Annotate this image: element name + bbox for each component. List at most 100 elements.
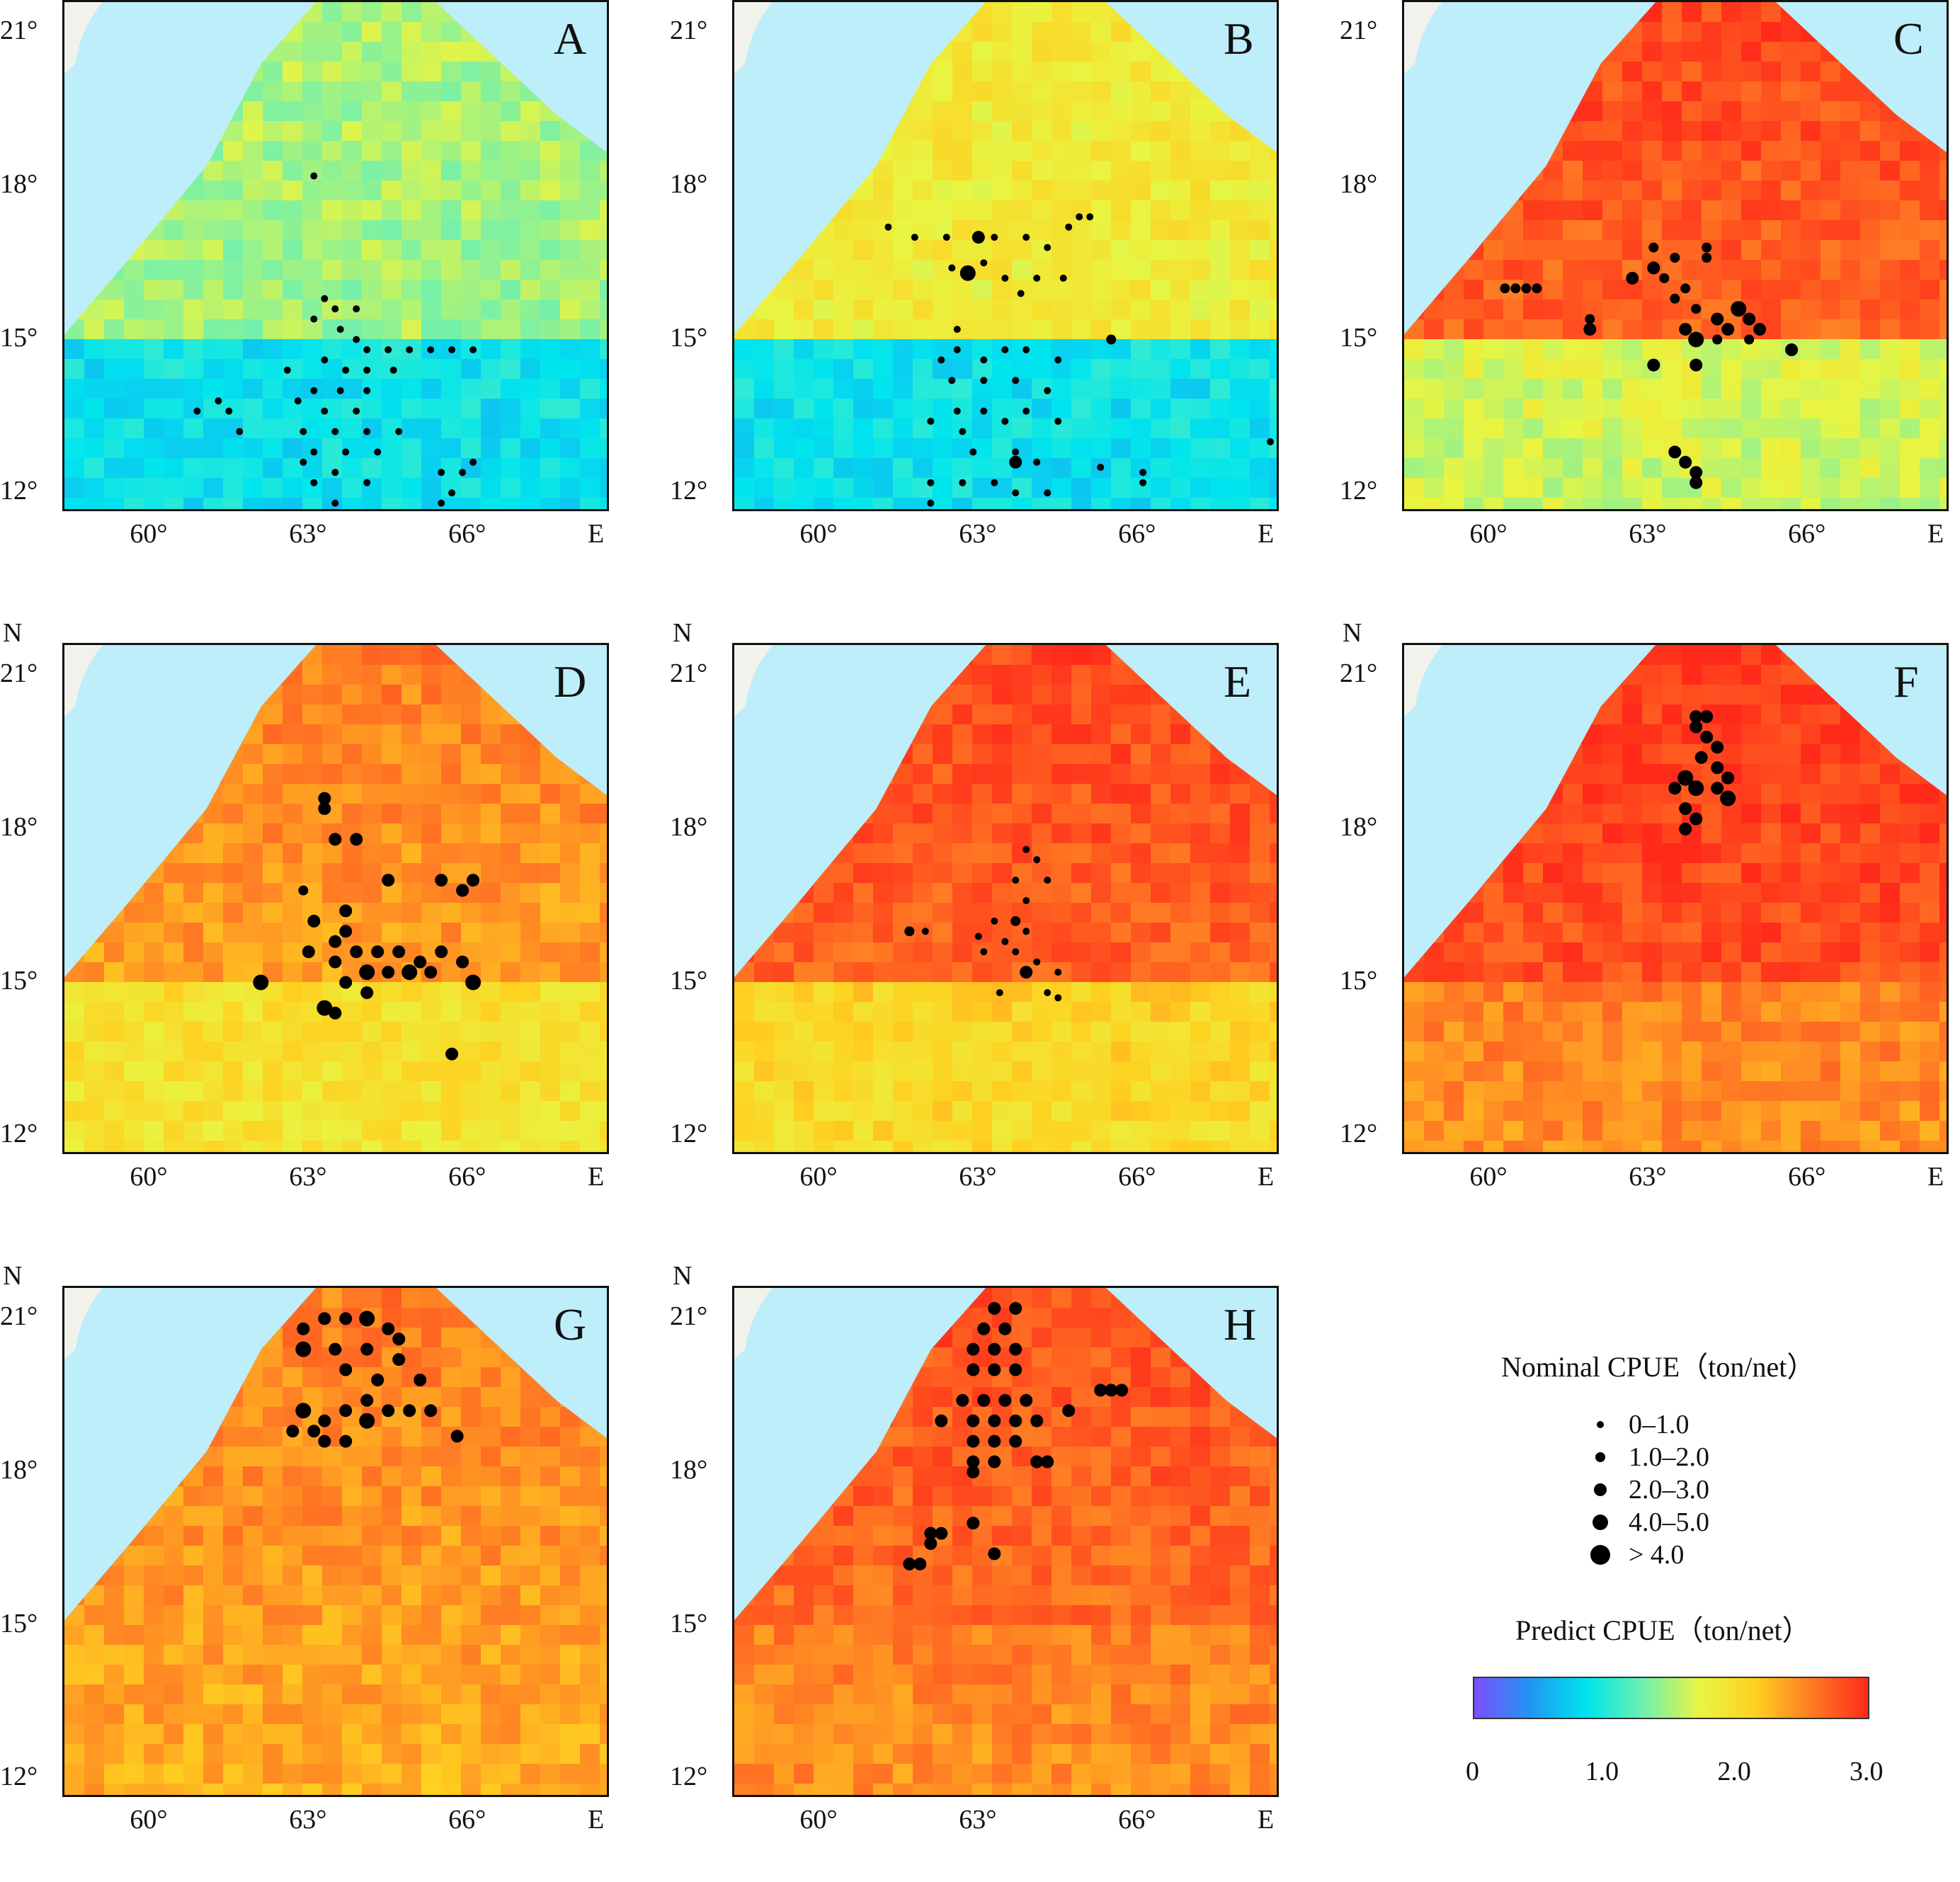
cpue-dot xyxy=(1267,438,1274,445)
lat-tick-label: 21° xyxy=(0,1301,38,1332)
cpue-dot xyxy=(1720,791,1736,806)
lat-tick-label: 12° xyxy=(0,1761,38,1792)
lon-tick-label: 60° xyxy=(799,1161,837,1192)
cpue-dot xyxy=(954,408,961,415)
lat-tick-label: 12° xyxy=(0,475,38,506)
lon-tick-label: 63° xyxy=(959,1804,996,1835)
cpue-dot xyxy=(465,975,481,991)
lat-tick-label: 12° xyxy=(1340,1118,1377,1149)
cpue-dot xyxy=(414,956,426,969)
cpue-dot xyxy=(1012,877,1019,884)
cpue-dot xyxy=(943,234,950,241)
cpue-dot xyxy=(329,1007,341,1020)
cpue-dot xyxy=(1009,1435,1022,1448)
cpue-dot xyxy=(903,1558,916,1570)
cpue-dot xyxy=(1700,731,1713,743)
lat-tick-label: 15° xyxy=(670,965,707,996)
cpue-dot xyxy=(948,377,955,384)
cpue-dot xyxy=(935,1415,947,1427)
cpue-dot xyxy=(1009,1343,1022,1356)
cpue-dot xyxy=(363,367,370,374)
cpue-dot xyxy=(1647,261,1660,274)
cpue-dot xyxy=(1062,1404,1075,1417)
map-frame xyxy=(62,1286,609,1797)
cpue-dot xyxy=(1086,213,1093,220)
cpue-map xyxy=(734,645,1279,1154)
cpue-dot xyxy=(1679,802,1692,815)
cpue-dot xyxy=(295,397,302,404)
cpue-dot xyxy=(363,428,370,435)
cpue-dot xyxy=(363,479,370,486)
cpue-dot xyxy=(360,986,373,999)
lon-tick-label: 60° xyxy=(1469,518,1507,549)
lon-tick-label: 60° xyxy=(130,1804,167,1835)
lat-tick-label: 18° xyxy=(670,169,707,200)
cpue-dot xyxy=(1647,359,1660,372)
lon-tick-label: 66° xyxy=(1788,1161,1825,1192)
lon-tick-label: 66° xyxy=(448,1804,486,1835)
lat-tick-label: 15° xyxy=(1340,965,1377,996)
lat-tick-label: 21° xyxy=(670,1301,707,1332)
cpue-dot xyxy=(1106,335,1116,345)
cpue-dot xyxy=(467,874,479,886)
cpue-dot xyxy=(331,428,338,435)
cpue-dot xyxy=(331,305,338,312)
cpue-dot xyxy=(342,448,349,455)
cpue-dot xyxy=(350,945,363,958)
map-frame xyxy=(1402,643,1949,1154)
cpue-dot xyxy=(1115,1384,1128,1396)
cpue-dot xyxy=(1041,1456,1054,1468)
cpue-dot xyxy=(1044,989,1051,996)
cpue-dot xyxy=(1711,782,1723,794)
cpue-dot xyxy=(1721,323,1734,336)
cpue-map xyxy=(64,645,609,1154)
cpue-dot xyxy=(1010,916,1020,926)
cpue-dot xyxy=(382,966,394,979)
cpue-dot xyxy=(1012,377,1019,384)
cpue-dot xyxy=(980,948,987,955)
cpue-dot xyxy=(1139,469,1146,476)
predict-cpue-legend-title: Predict CPUE（ton/net） xyxy=(1515,1607,1811,1648)
nominal-cpue-legend-title: Nominal CPUE（ton/net） xyxy=(1501,1344,1815,1385)
cpue-dot xyxy=(1022,346,1030,353)
cpue-dot xyxy=(988,1456,1001,1468)
lat-tick-label: 18° xyxy=(0,169,38,200)
cpue-dot xyxy=(337,387,344,394)
cpue-dot xyxy=(1054,969,1061,976)
cpue-dot xyxy=(297,1323,309,1335)
cpue-map xyxy=(734,1288,1279,1797)
cpue-dot xyxy=(967,1517,979,1529)
cpue-dot xyxy=(339,904,352,917)
east-label: E xyxy=(588,518,604,549)
size-legend-dot xyxy=(1592,1515,1608,1530)
lat-tick-label: 15° xyxy=(670,1608,707,1639)
cpue-dot xyxy=(339,1435,352,1448)
cpue-dot xyxy=(924,1537,937,1550)
panel-letter: C xyxy=(1893,13,1924,65)
cpue-dot xyxy=(371,1374,384,1386)
cpue-dot xyxy=(225,408,232,415)
cpue-dot xyxy=(424,966,437,979)
cpue-dot xyxy=(406,346,413,353)
cpue-dot xyxy=(445,1048,458,1061)
cpue-dot xyxy=(321,295,328,302)
cpue-dot xyxy=(353,305,360,312)
north-label: N xyxy=(1343,617,1362,649)
cpue-dot xyxy=(339,1364,352,1376)
cpue-dot xyxy=(1668,445,1681,458)
cpue-dot xyxy=(318,1312,331,1325)
cpue-dot xyxy=(403,1404,416,1417)
lat-tick-label: 18° xyxy=(0,1454,38,1485)
cpue-dot xyxy=(1702,253,1711,263)
cpue-map xyxy=(1404,645,1949,1154)
cpue-dot xyxy=(1679,323,1692,336)
lat-tick-label: 21° xyxy=(670,658,707,689)
cpue-dot xyxy=(1785,343,1798,356)
cpue-dot xyxy=(401,964,417,980)
cpue-dot xyxy=(1679,456,1692,469)
cpue-dot xyxy=(1532,283,1542,293)
cpue-dot xyxy=(1022,846,1030,853)
cpue-dot xyxy=(1060,275,1067,282)
cpue-dot xyxy=(318,1435,331,1448)
